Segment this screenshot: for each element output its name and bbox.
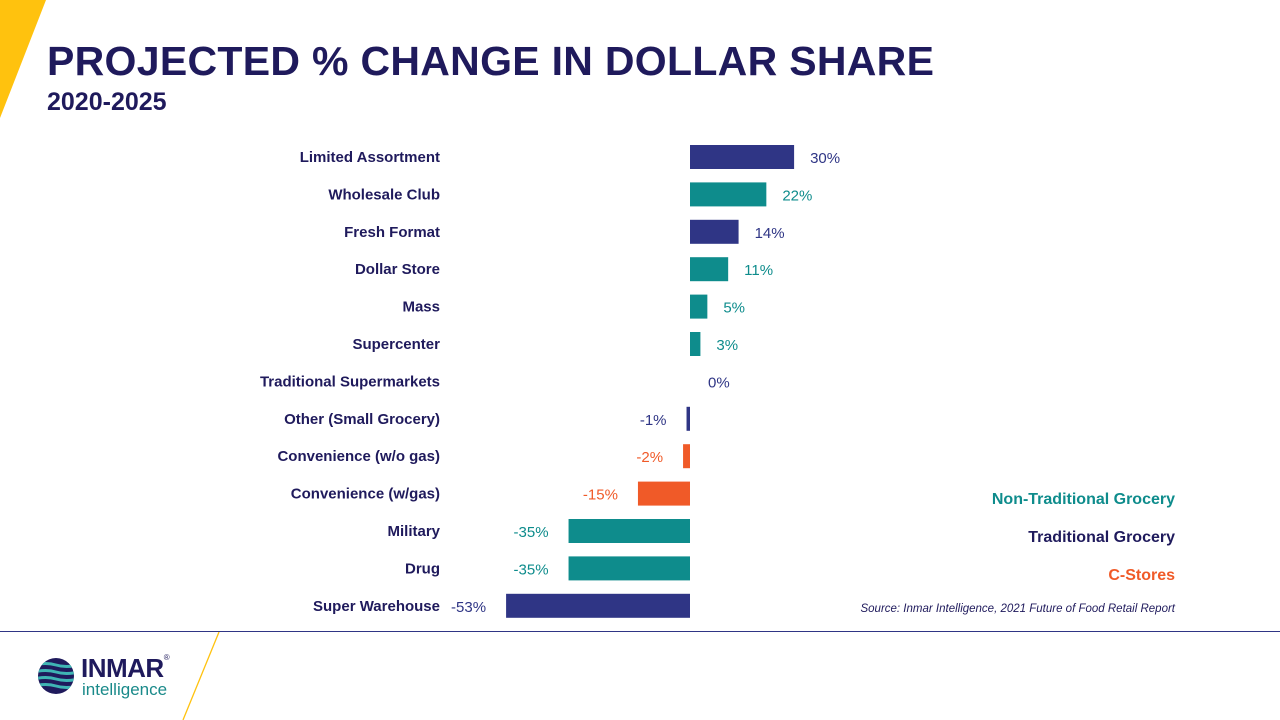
category-label-convenience-w-gas: Convenience (w/gas) [291,486,440,503]
category-label-drug: Drug [405,560,440,577]
category-label-military: Military [387,523,440,540]
legend-item-non-traditional: Non-Traditional Grocery [991,491,1175,508]
category-label-mass: Mass [402,299,440,316]
legend-item-traditional: Traditional Grocery [1028,529,1175,546]
corner-accent-stripe [0,0,46,118]
inmar-logo-mark-icon [38,658,74,694]
value-label-super-warehouse: -53% [451,599,486,616]
category-label-convenience-w-o-gas: Convenience (w/o gas) [277,448,440,465]
footer-divider [0,631,1280,632]
bar-drug [568,556,690,581]
legend-item-c-stores: C-Stores [1108,567,1175,584]
footer-accent-line [182,632,220,720]
bar-super-warehouse [506,593,690,618]
bar-limited-assortment [690,145,795,169]
bar-mass [690,294,708,319]
category-label-other-small-grocery: Other (Small Grocery) [284,411,440,428]
source-note: Source: Inmar Intelligence, 2021 Future … [860,603,1175,615]
value-label-mass: 5% [723,300,745,317]
bar-wholesale-club [690,182,767,207]
value-label-drug: -35% [514,561,549,578]
bar-fresh-format [690,219,739,244]
bar-convenience-w-o-gas [683,444,690,469]
bar-other-small-grocery [686,406,690,431]
page-subtitle: 2020-2025 [47,88,167,116]
value-label-wholesale-club: 22% [782,187,812,204]
page-title: PROJECTED % CHANGE IN DOLLAR SHARE [47,38,935,84]
logo-wordmark: INMAR® [81,653,170,683]
value-label-traditional-supermarkets: 0% [708,374,730,391]
inmar-logo: INMAR® intelligence [36,653,186,699]
category-label-dollar-store: Dollar Store [355,261,440,278]
category-label-super-warehouse: Super Warehouse [313,598,440,615]
bar-military [568,519,690,543]
logo-tagline: intelligence [82,680,168,699]
category-label-wholesale-club: Wholesale Club [328,186,440,203]
category-label-fresh-format: Fresh Format [344,224,440,241]
value-label-convenience-w-o-gas: -2% [636,449,663,466]
bar-dollar-store [690,257,729,282]
category-label-supercenter: Supercenter [352,336,440,353]
value-label-supercenter: 3% [716,337,738,354]
value-label-fresh-format: 14% [755,225,785,242]
category-label-traditional-supermarkets: Traditional Supermarkets [260,373,440,390]
bar-convenience-w-gas [637,481,690,506]
value-label-dollar-store: 11% [744,262,773,279]
bar-chart: Limited Assortment 30% Wholesale Club 22% Fr… [260,145,840,618]
chart-legend: Non-Traditional Grocery Traditional Groc… [992,488,1175,602]
bar-supercenter [690,332,701,356]
value-label-limited-assortment: 30% [810,150,840,167]
value-label-military: -35% [514,524,549,541]
value-label-other-small-grocery: -1% [640,412,667,429]
category-label-limited-assortment: Limited Assortment [300,149,440,166]
value-label-convenience-w-gas: -15% [583,487,618,504]
